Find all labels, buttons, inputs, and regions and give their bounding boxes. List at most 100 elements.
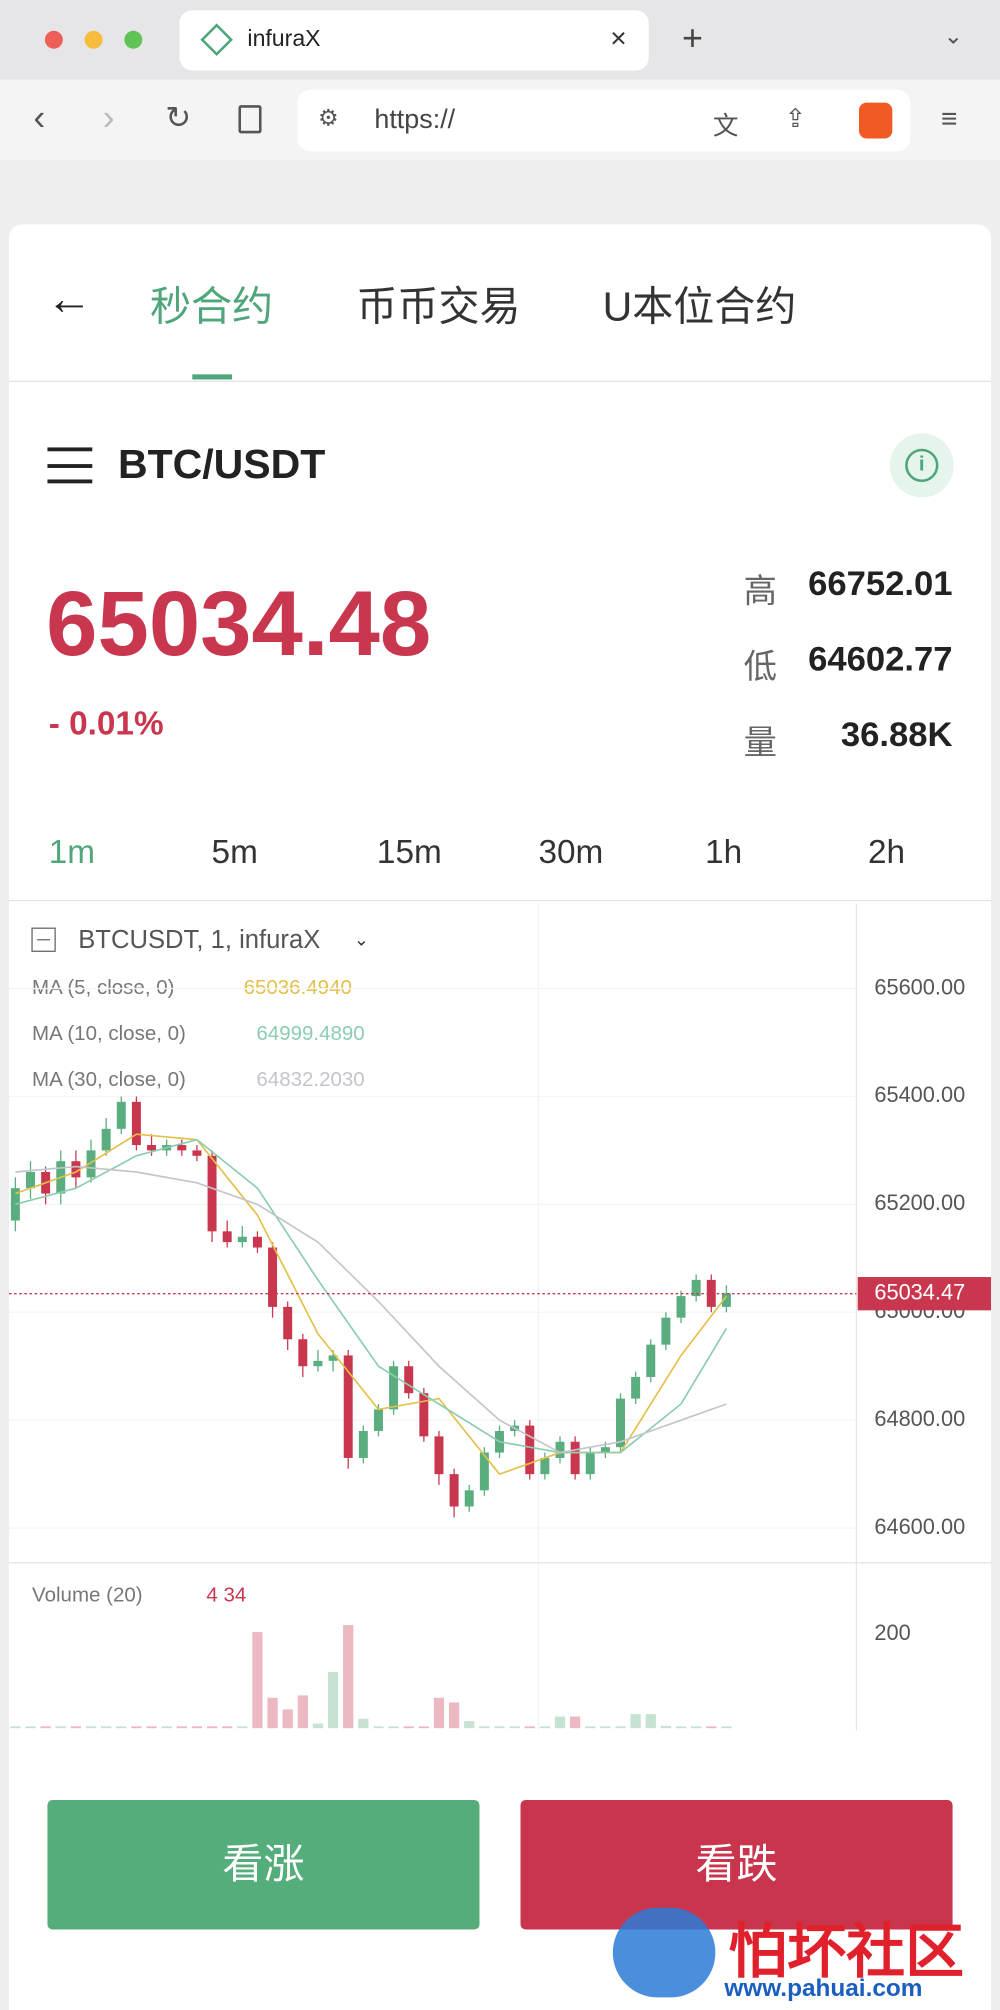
share-button[interactable]: ⇪ xyxy=(784,105,807,134)
ma-value: 65036.4940 xyxy=(244,976,352,999)
volume-bar xyxy=(464,1721,475,1729)
last-price-box xyxy=(857,1277,992,1311)
candle-body xyxy=(721,1293,731,1307)
candle-body xyxy=(343,1355,353,1458)
volume-bar xyxy=(176,1726,187,1729)
candle-body xyxy=(328,1355,338,1361)
volume-bar xyxy=(706,1726,717,1729)
candle-body xyxy=(26,1171,35,1189)
watermark-logo xyxy=(612,1907,716,1998)
interval[interactable]: 5m xyxy=(211,832,258,871)
menu-button[interactable]: ≡ xyxy=(941,102,958,135)
candle-body xyxy=(373,1409,383,1431)
volume-tick-label: 200 xyxy=(874,1620,910,1645)
volume-bar xyxy=(645,1714,656,1729)
volume-bar xyxy=(343,1625,354,1729)
forward-button[interactable]: › xyxy=(102,97,115,138)
volume-bar xyxy=(10,1726,21,1729)
stat-value: 36.88K xyxy=(840,715,953,754)
address-bar[interactable] xyxy=(297,89,911,152)
candle-body xyxy=(600,1447,610,1453)
candle-body xyxy=(631,1377,641,1399)
candle-body xyxy=(540,1457,550,1475)
ma-name: MA (5, close, 0) xyxy=(32,976,174,999)
volume-value: 4 34 xyxy=(206,1584,246,1607)
volume-bar xyxy=(403,1726,414,1729)
price: 65034.48 xyxy=(46,573,432,676)
candle-body xyxy=(298,1339,308,1367)
interval[interactable]: 30m xyxy=(538,832,604,871)
y-tick-label: 65400.00 xyxy=(874,1082,965,1107)
close-tab[interactable]: × xyxy=(610,21,627,54)
volume-bar xyxy=(161,1726,172,1729)
menu-icon[interactable] xyxy=(47,447,93,484)
tab-active[interactable]: 秒合约 xyxy=(149,283,274,330)
site-settings[interactable]: ⚙ xyxy=(317,105,339,131)
candle-body xyxy=(555,1441,565,1458)
buy-button[interactable]: 看涨 xyxy=(47,1799,480,1930)
candle-body xyxy=(313,1360,323,1367)
candle-body xyxy=(101,1128,111,1151)
volume-bar xyxy=(312,1723,324,1729)
sell-button[interactable]: 看跌 xyxy=(520,1799,953,1930)
new-tab[interactable]: + xyxy=(682,17,704,58)
volume-bar xyxy=(358,1718,369,1729)
volume-bar xyxy=(191,1726,203,1729)
active-tab[interactable] xyxy=(179,10,649,71)
maximize-window[interactable] xyxy=(124,30,143,49)
reload-button[interactable]: ↻ xyxy=(165,101,192,136)
y-tick-label: 64800.00 xyxy=(874,1406,965,1431)
stat-label: 量 xyxy=(743,723,777,762)
candle-body xyxy=(252,1236,262,1248)
brave-shield[interactable] xyxy=(858,102,893,139)
stat-label: 低 xyxy=(743,647,777,686)
candle-body xyxy=(706,1279,716,1307)
volume-bar xyxy=(494,1726,505,1729)
volume-bar xyxy=(509,1726,520,1729)
back-arrow[interactable]: ← xyxy=(46,271,93,325)
candle-body xyxy=(177,1145,187,1151)
back-button[interactable]: ‹ xyxy=(33,97,46,138)
volume-bar xyxy=(675,1726,687,1729)
ma-name: MA (30, close, 0) xyxy=(32,1068,186,1091)
candle-body xyxy=(479,1452,489,1491)
volume-bar xyxy=(569,1716,581,1729)
candle-body xyxy=(585,1452,595,1475)
volume-bar xyxy=(267,1697,278,1729)
volume-bar xyxy=(448,1702,460,1729)
volume-bar xyxy=(479,1726,490,1729)
ma-line xyxy=(15,1138,728,1454)
info-button[interactable]: i xyxy=(889,433,954,498)
tab[interactable]: U本位合约 xyxy=(602,283,797,330)
volume-bar xyxy=(418,1726,429,1729)
y-tick-label: 64600.00 xyxy=(874,1514,965,1539)
interval[interactable]: 15m xyxy=(376,832,442,871)
interval[interactable]: 1h xyxy=(705,832,743,871)
close-window[interactable] xyxy=(44,30,63,49)
volume-bar xyxy=(146,1726,157,1729)
volume-bar xyxy=(55,1726,66,1729)
interval[interactable]: 2h xyxy=(867,832,906,871)
legend-dropdown[interactable]: ⌄ xyxy=(354,930,369,950)
volume-bar xyxy=(222,1726,233,1729)
candle-body xyxy=(86,1150,96,1178)
page-card xyxy=(8,224,992,2010)
volume-bar xyxy=(691,1726,702,1729)
tab-menu[interactable]: ⌄ xyxy=(943,23,963,49)
volume-bar xyxy=(297,1695,308,1729)
volume-bar xyxy=(327,1671,339,1729)
translate-button[interactable]: 文 xyxy=(712,112,739,142)
volume-bar xyxy=(600,1726,611,1729)
pair: BTC/USDT xyxy=(117,441,326,488)
candle-body xyxy=(464,1490,474,1507)
collapse-legend[interactable] xyxy=(31,927,56,952)
minimize-window[interactable] xyxy=(84,30,103,49)
volume-bar xyxy=(585,1726,596,1729)
stat-value: 64602.77 xyxy=(808,639,953,679)
volume-bar xyxy=(40,1726,51,1729)
tab[interactable]: 币币交易 xyxy=(356,283,521,330)
interval-active[interactable]: 1m xyxy=(48,832,96,871)
bookmark-button[interactable] xyxy=(238,105,262,134)
url[interactable]: https:// xyxy=(374,105,456,135)
candle-body xyxy=(207,1155,217,1232)
